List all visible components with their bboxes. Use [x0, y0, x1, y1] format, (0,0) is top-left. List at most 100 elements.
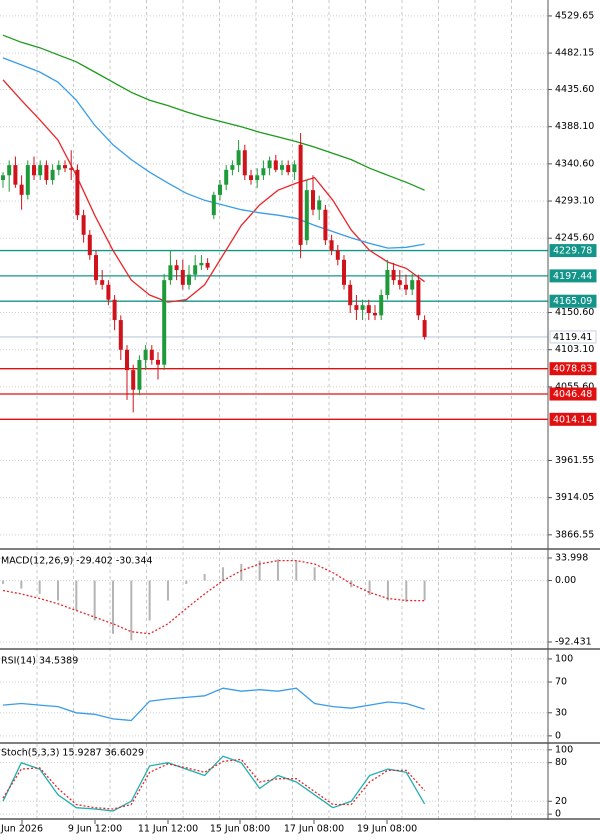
candle-body — [385, 269, 390, 296]
level-label: 4197.44 — [553, 271, 592, 282]
candle-body — [255, 175, 260, 180]
candle-body — [180, 269, 185, 285]
histogram-bar — [75, 580, 78, 611]
histogram-bar — [93, 580, 96, 621]
y-tick-label: 3866.55 — [555, 529, 594, 540]
x-tick-label: Jun 2026 — [0, 824, 43, 835]
y-tick-label: 33.998 — [555, 552, 588, 563]
candle-body — [100, 280, 105, 285]
candle-body — [112, 299, 117, 321]
level-label-box — [549, 269, 597, 283]
level-label: 4014.14 — [553, 414, 592, 425]
candle-body — [335, 250, 340, 260]
histogram-bar — [203, 573, 206, 581]
candle-body — [162, 280, 167, 365]
y-tick-label: 0.00 — [555, 575, 576, 586]
y-tick-label: 80 — [555, 757, 567, 768]
candle-body — [156, 359, 160, 365]
candle-body — [38, 165, 43, 176]
y-tick-label: 70 — [555, 677, 567, 688]
level-label-box — [549, 244, 597, 258]
candle-body — [81, 215, 86, 235]
histogram-bar — [331, 577, 334, 581]
candle-body — [298, 144, 303, 245]
panel-title: MACD(12,26,9) -29.402 -30.344 — [1, 556, 153, 567]
y-tick-label: 4150.60 — [555, 307, 594, 318]
y-tick-label: 3914.05 — [555, 492, 594, 503]
x-tick-label: 9 Jun 12:00 — [68, 824, 122, 835]
level-label-box — [549, 412, 597, 426]
candle-body — [19, 184, 24, 195]
histogram-bar — [20, 580, 23, 589]
candle-body — [7, 165, 12, 176]
candle-body — [317, 200, 322, 210]
candle-body — [397, 280, 402, 285]
candle-body — [379, 295, 384, 316]
candle-body — [44, 165, 49, 180]
histogram-bar — [295, 560, 298, 581]
candle-body — [224, 169, 229, 185]
candle-body — [1, 175, 5, 180]
candle-body — [404, 284, 408, 290]
indicator-line — [2, 79, 425, 303]
level-label: 4078.83 — [553, 364, 592, 375]
candle-body — [311, 190, 315, 210]
candle-body — [354, 305, 359, 310]
indicator-line — [2, 755, 426, 812]
y-tick-label: 4388.10 — [555, 121, 594, 132]
indicator-line — [2, 758, 426, 810]
y-tick-label: 20 — [555, 796, 567, 807]
candle-body — [56, 165, 61, 170]
candle-body — [373, 313, 377, 316]
histogram-bar — [423, 580, 426, 601]
y-tick-label: 100 — [555, 653, 573, 664]
level-label-box — [549, 387, 597, 401]
candle-body — [242, 150, 247, 176]
candle-body — [168, 265, 173, 281]
histogram-bar — [276, 559, 279, 581]
histogram-bar — [221, 567, 224, 581]
y-tick-label: 4245.60 — [555, 233, 594, 244]
level-label-box — [549, 294, 597, 308]
candle-body — [137, 359, 142, 390]
histogram-bar — [313, 567, 316, 581]
histogram-bar — [185, 580, 188, 584]
histogram-bar — [166, 580, 169, 601]
candle-body — [422, 320, 427, 337]
histogram-bar — [111, 580, 114, 634]
level-label: 4165.09 — [553, 296, 592, 307]
candle-body — [149, 349, 154, 360]
candle-body — [218, 184, 222, 195]
indicator-line — [2, 687, 425, 722]
candle-body — [205, 262, 210, 268]
candle-body — [131, 370, 136, 390]
histogram-bar — [38, 580, 41, 594]
histogram-bar — [148, 580, 151, 621]
x-tick-label: 15 Jun 08:00 — [210, 824, 270, 835]
histogram-bar — [2, 580, 4, 584]
histogram-bar — [240, 563, 243, 581]
panel-title: Stoch(5,3,3) 15.9287 36.6029 — [1, 748, 144, 759]
candle-body — [193, 265, 198, 275]
candle-body — [304, 190, 309, 241]
candle-body — [106, 284, 111, 300]
candle-body — [25, 165, 30, 195]
candle-body — [292, 164, 297, 173]
histogram-bar — [350, 580, 353, 588]
candle-body — [391, 269, 396, 281]
candle-body — [348, 284, 353, 306]
level-label: 4119.41 — [553, 332, 592, 343]
candle-body — [63, 165, 67, 169]
y-tick-label: 0 — [555, 809, 561, 820]
candle-body — [342, 259, 346, 285]
histogram-bar — [56, 580, 59, 601]
y-tick-label: 3961.55 — [555, 455, 594, 466]
y-tick-label: 4293.10 — [555, 196, 594, 207]
histogram-bar — [258, 560, 261, 581]
candle-body — [360, 305, 365, 310]
level-label: 4046.48 — [553, 389, 592, 400]
histogram-bar — [368, 580, 371, 596]
candle-body — [329, 240, 334, 251]
candle-body — [87, 234, 92, 256]
